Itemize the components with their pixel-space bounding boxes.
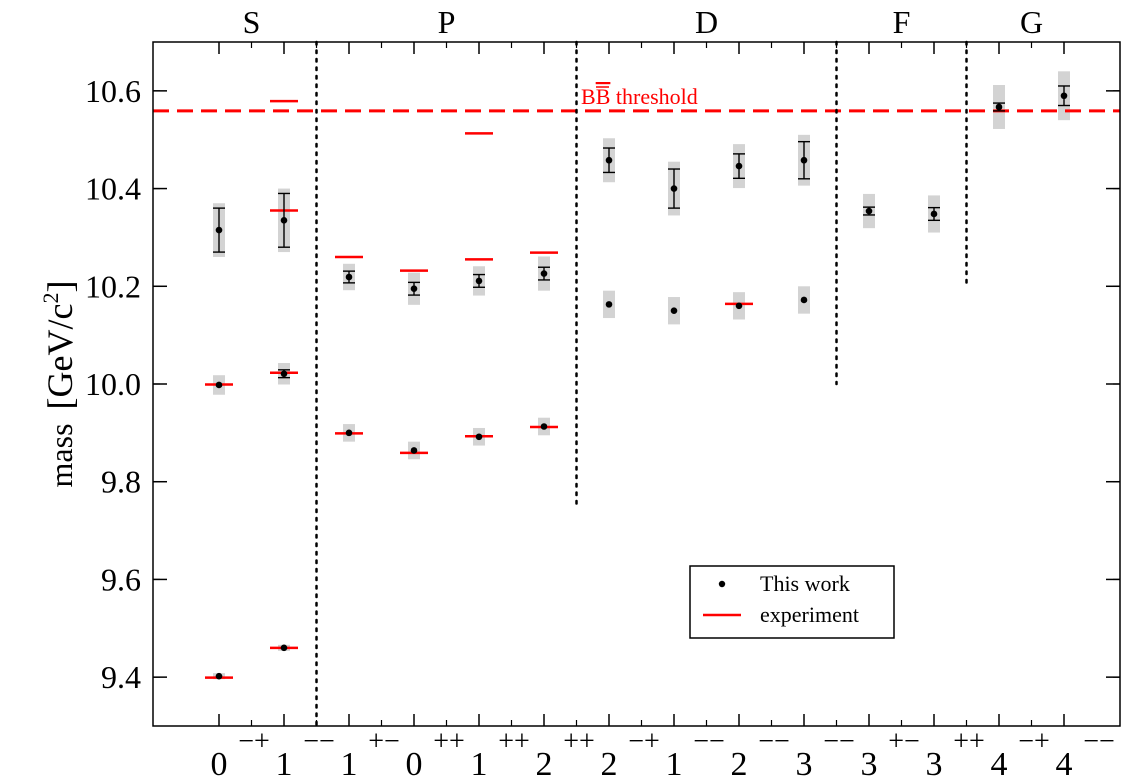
y-axis-label-unit-close: ] bbox=[40, 281, 80, 293]
this-work-point bbox=[475, 277, 483, 285]
y-axis-label-unit: [GeV/c bbox=[40, 304, 80, 410]
this-work-point bbox=[800, 296, 808, 304]
this-work-point bbox=[995, 103, 1003, 111]
x-tick-label-j: 2 bbox=[601, 746, 618, 782]
bb-threshold-label: BB threshold bbox=[581, 84, 698, 109]
this-work-point bbox=[865, 207, 873, 215]
this-work-point bbox=[345, 429, 353, 437]
y-tick-label: 9.4 bbox=[101, 659, 141, 695]
x-tick-label-j: 4 bbox=[1056, 746, 1073, 782]
y-axis-label-main: mass bbox=[43, 423, 79, 487]
x-tick-label-pc: ++ bbox=[498, 726, 530, 757]
x-tick-label-pc: −− bbox=[1083, 726, 1115, 757]
x-tick-label-pc: +− bbox=[888, 726, 920, 757]
x-axis: 0−+1−−1+−0++1++2++2−+1−−2−−3−−3+−3++4−+4… bbox=[211, 42, 1115, 782]
this-work-point bbox=[410, 285, 418, 293]
x-tick-label-j: 1 bbox=[666, 746, 683, 782]
y-tick-label: 10.4 bbox=[85, 171, 141, 207]
this-work-point bbox=[670, 185, 678, 192]
x-tick-label-pc: +− bbox=[368, 726, 400, 757]
x-tick-label-pc: −+ bbox=[628, 726, 660, 757]
wave-dividers bbox=[315, 40, 968, 728]
wave-label-g: G bbox=[1020, 4, 1043, 40]
this-work-point bbox=[345, 273, 353, 281]
this-work-point bbox=[800, 156, 808, 164]
this-work-point bbox=[540, 270, 548, 277]
bb-threshold-label-bbar: B bbox=[596, 84, 611, 109]
x-tick-label-pc: ++ bbox=[563, 726, 595, 757]
bb-threshold-label-b: B bbox=[581, 84, 596, 109]
legend-box bbox=[689, 565, 895, 639]
this-work-point bbox=[930, 210, 938, 218]
bb-threshold-label-text: threshold bbox=[610, 84, 697, 109]
this-work-point bbox=[605, 301, 613, 308]
wave-label-d: D bbox=[695, 4, 718, 40]
this-work-point bbox=[215, 381, 223, 389]
this-work-point bbox=[280, 217, 288, 224]
y-tick-label: 9.6 bbox=[101, 561, 141, 597]
x-tick-label-j: 3 bbox=[926, 746, 943, 782]
x-tick-label-j: 2 bbox=[536, 746, 553, 782]
this-work-series bbox=[215, 92, 1068, 680]
x-tick-label-j: 1 bbox=[471, 746, 488, 782]
x-tick-label-j: 0 bbox=[211, 746, 228, 782]
threshold-layer: BB threshold bbox=[153, 84, 1120, 113]
wave-label-p: P bbox=[438, 4, 456, 40]
x-tick-label-j: 3 bbox=[796, 746, 813, 782]
this-work-point bbox=[475, 433, 483, 441]
x-tick-label-pc: −− bbox=[303, 726, 335, 757]
y-tick-label: 10.2 bbox=[85, 268, 141, 304]
this-work-point bbox=[735, 162, 743, 170]
wave-label-s: S bbox=[243, 4, 261, 40]
x-tick-label-pc: ++ bbox=[433, 726, 465, 757]
y-tick-label: 10.0 bbox=[85, 366, 141, 402]
this-work-point bbox=[735, 302, 743, 310]
y-axis-label: mass [GeV/c2] bbox=[38, 281, 80, 488]
y-axis: 9.4 9.6 9.8 10.0 10.2 10.4 10.6 bbox=[85, 73, 1120, 695]
legend: This work experiment bbox=[689, 565, 895, 639]
x-tick-label-j: 3 bbox=[861, 746, 878, 782]
x-tick-label-j: 1 bbox=[276, 746, 293, 782]
this-work-point bbox=[670, 307, 678, 315]
x-tick-label-pc: −− bbox=[758, 726, 790, 757]
this-work-point bbox=[410, 447, 418, 454]
x-tick-label-pc: −− bbox=[693, 726, 725, 757]
legend-marker-this-work bbox=[718, 580, 726, 588]
this-work-point bbox=[605, 156, 613, 164]
x-tick-label-pc: ++ bbox=[953, 726, 985, 757]
y-tick-label: 9.8 bbox=[101, 464, 141, 500]
x-tick-label-j: 2 bbox=[731, 746, 748, 782]
this-work-point bbox=[280, 644, 288, 652]
x-tick-label-j: 0 bbox=[406, 746, 423, 782]
x-tick-label-j: 1 bbox=[341, 746, 358, 782]
legend-label-experiment: experiment bbox=[760, 602, 859, 627]
x-tick-label-pc: −+ bbox=[1018, 726, 1050, 757]
wave-label-f: F bbox=[893, 4, 911, 40]
x-tick-label-pc: −+ bbox=[238, 726, 270, 757]
this-work-point bbox=[215, 226, 223, 234]
x-tick-label-pc: −− bbox=[823, 726, 855, 757]
legend-label-this-work: This work bbox=[760, 571, 850, 596]
this-work-point bbox=[540, 423, 548, 430]
this-work-point bbox=[280, 370, 288, 378]
y-axis-label-unit-exponent: 2 bbox=[38, 293, 63, 304]
y-tick-label: 10.6 bbox=[85, 73, 141, 109]
this-work-point bbox=[215, 672, 223, 680]
this-work-point bbox=[1060, 92, 1068, 100]
x-tick-label-j: 4 bbox=[991, 746, 1008, 782]
